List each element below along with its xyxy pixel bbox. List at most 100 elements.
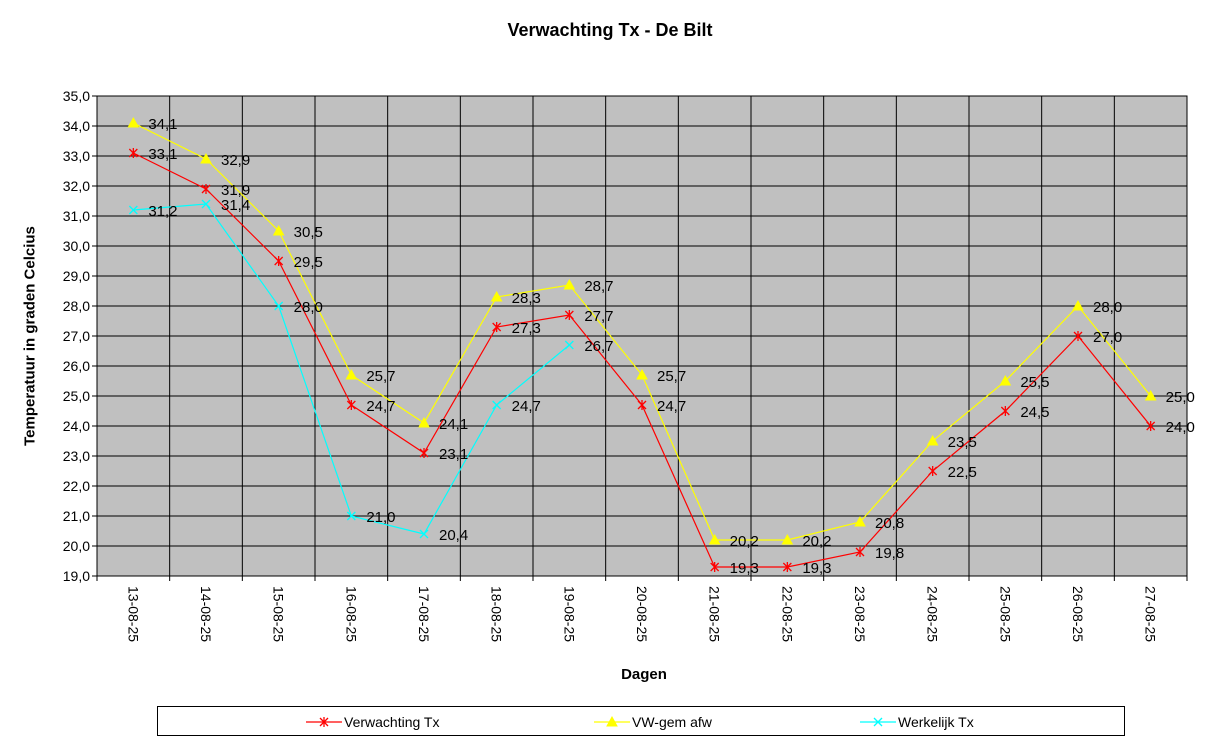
data-label-1: 34,1 [148,116,177,133]
x-tick-label: 26-08-25 [1070,586,1086,642]
data-point-1 [345,368,358,380]
y-tick-label: 22,0 [63,478,90,494]
data-point-0 [346,400,356,410]
data-point-1 [708,533,721,545]
data-point-1 [200,152,212,164]
data-point-0 [637,400,647,410]
legend-label-1: VW-gem afw [632,714,712,730]
x-tick-label: 13-08-25 [125,586,141,642]
data-point-2 [128,205,138,215]
data-label-1: 25,7 [657,368,686,385]
y-tick-label: 24,0 [63,418,90,434]
data-point-2 [419,529,429,539]
y-tick-label: 33,0 [63,148,90,164]
data-point-1 [854,515,866,527]
y-tick-label: 25,0 [63,388,90,404]
data-label-0: 22,5 [948,464,977,481]
x-tick-label: 27-08-25 [1143,586,1159,642]
legend-symbol-1 [606,715,618,727]
y-tick-label: 28,0 [63,298,90,314]
legend-symbol-0 [319,717,329,727]
data-point-1 [563,278,576,290]
data-point-2-stroke [419,529,429,539]
data-point-2-stroke [128,205,138,215]
data-point-0 [201,184,211,194]
data-label-0: 27,7 [584,308,613,325]
data-label-1: 25,0 [1166,389,1195,406]
data-label-1: 28,0 [1093,299,1122,316]
data-point-2-stroke [492,400,502,410]
data-label-1: 25,5 [1020,374,1049,391]
y-tick-label: 35,0 [63,88,90,104]
y-tick-label: 29,0 [63,268,90,284]
data-point-2-stroke [201,199,211,209]
data-point-0 [710,562,720,572]
legend-marker-2 [860,717,896,727]
data-point-1 [272,224,285,236]
data-label-0: 23,1 [439,446,468,463]
data-point-0 [492,322,502,332]
x-tick-label: 18-08-25 [489,586,505,642]
y-tick-label: 26,0 [63,358,90,374]
data-point-0 [274,256,284,266]
data-label-0: 24,7 [657,398,686,415]
x-tick-label: 24-08-25 [925,586,941,642]
data-point-2-stroke [564,340,574,350]
legend-marker-0 [306,717,342,727]
data-label-1: 20,2 [802,533,831,550]
data-point-2 [346,511,356,521]
data-point-1 [636,368,648,380]
y-tick-label: 19,0 [63,568,90,584]
data-point-0 [1000,406,1010,416]
data-label-0: 33,1 [148,146,177,163]
x-axis-title: Dagen [621,666,667,683]
data-label-0: 24,7 [366,398,395,415]
data-label-0: 24,0 [1166,419,1195,436]
x-tick-label: 21-08-25 [707,586,723,642]
y-tick-label: 30,0 [63,238,90,254]
data-label-0: 31,9 [221,182,250,199]
data-label-2: 26,7 [584,338,613,355]
chart-title: Verwachting Tx - De Bilt [507,20,713,40]
data-point-1 [999,374,1012,386]
data-label-2: 24,7 [512,398,541,415]
data-point-2-stroke [346,511,356,521]
legend-symbol-2 [873,717,883,727]
y-tick-label: 21,0 [63,508,90,524]
legend-label-0: Verwachting Tx [344,714,440,730]
y-tick-label: 32,0 [63,178,90,194]
data-point-0 [855,547,865,557]
y-tick-label: 23,0 [63,448,90,464]
data-point-0 [564,310,574,320]
data-point-0 [1146,421,1156,431]
y-axis-title-text: Temperatuur in graden Celcius [21,226,39,446]
data-label-0: 19,3 [730,560,759,577]
data-point-0 [419,448,429,458]
data-point-0 [128,148,138,158]
data-label-1: 20,2 [730,533,759,550]
x-tick-label: 23-08-25 [852,586,868,642]
data-label-1: 23,5 [948,434,977,451]
legend: Verwachting Tx VW-gem afw Werkelijk Tx [157,706,1125,736]
x-tick-label: 15-08-25 [271,586,287,642]
data-point-0 [1073,331,1083,341]
data-point-1 [1144,389,1157,401]
data-point-1 [926,434,939,446]
data-label-1: 32,9 [221,152,250,169]
data-label-0: 24,5 [1020,404,1049,421]
data-point-1 [1072,299,1084,311]
x-tick-label: 16-08-25 [343,586,359,642]
y-tick-label: 20,0 [63,538,90,554]
data-label-1: 25,7 [366,368,395,385]
data-label-2: 31,4 [221,197,250,214]
data-point-2 [201,199,211,209]
data-point-1 [781,533,794,545]
data-label-1: 28,3 [512,290,541,307]
data-point-1 [490,290,503,302]
data-point-2-stroke [274,301,284,311]
data-point-2 [274,301,284,311]
data-label-0: 19,8 [875,545,904,562]
data-label-1: 24,1 [439,416,468,433]
data-label-1: 20,8 [875,515,904,532]
